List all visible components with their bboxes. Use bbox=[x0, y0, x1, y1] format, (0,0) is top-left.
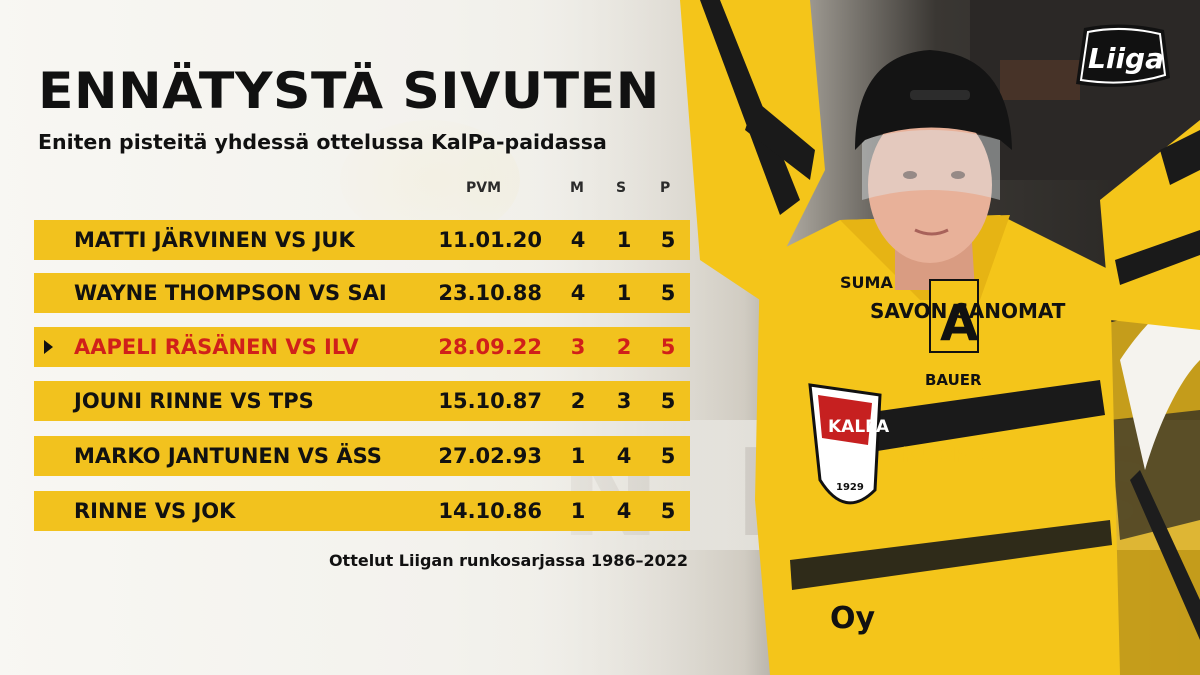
row-points: 5 bbox=[660, 335, 676, 359]
row-assists: 4 bbox=[616, 499, 632, 523]
row-player-matchup: RINNE VS JOK bbox=[74, 499, 236, 523]
row-player-matchup: MARKO JANTUNEN VS ÄSS bbox=[74, 444, 382, 468]
column-header-assists: S bbox=[616, 180, 627, 196]
row-player-matchup: AAPELI RÄSÄNEN VS ILV bbox=[74, 335, 359, 359]
row-date: 27.02.93 bbox=[438, 444, 542, 468]
row-date: 14.10.86 bbox=[438, 499, 542, 523]
page-title: ENNÄTYSTÄ SIVUTEN bbox=[38, 62, 660, 120]
kalpa-crest-text: KALPA bbox=[828, 417, 890, 437]
row-goals: 4 bbox=[570, 228, 586, 252]
row-date: 15.10.87 bbox=[438, 389, 542, 413]
row-assists: 3 bbox=[616, 389, 632, 413]
table-row: JOUNI RINNE VS TPS 15.10.87 2 3 5 bbox=[34, 381, 690, 421]
row-assists: 1 bbox=[616, 281, 632, 305]
table-row: MATTI JÄRVINEN VS JUK 11.01.20 4 1 5 bbox=[34, 220, 690, 260]
row-points: 5 bbox=[660, 389, 676, 413]
jersey-sponsor-text: SAVON SANOMAT bbox=[870, 299, 1066, 323]
row-points: 5 bbox=[660, 228, 676, 252]
row-points: 5 bbox=[660, 281, 676, 305]
liiga-logo: Liiga bbox=[1076, 24, 1170, 87]
row-player-matchup: MATTI JÄRVINEN VS JUK bbox=[74, 228, 355, 252]
row-assists: 1 bbox=[616, 228, 632, 252]
column-header-points: P bbox=[660, 180, 671, 196]
jersey-lower-sponsor: Oy bbox=[830, 601, 876, 636]
row-goals: 3 bbox=[570, 335, 586, 359]
row-goals: 2 bbox=[570, 389, 586, 413]
kalpa-crest-year: 1929 bbox=[836, 482, 864, 493]
table-row-highlighted: AAPELI RÄSÄNEN VS ILV 28.09.22 3 2 5 bbox=[34, 327, 690, 367]
player-photo: A SAVON SANOMAT SUMA BAUER KALPA 1929 KU… bbox=[680, 0, 1200, 675]
row-points: 5 bbox=[660, 444, 676, 468]
row-assists: 2 bbox=[616, 335, 632, 359]
jersey-suma-text: SUMA bbox=[840, 273, 893, 292]
row-goals: 1 bbox=[570, 444, 586, 468]
table-row: RINNE VS JOK 14.10.86 1 4 5 bbox=[34, 491, 690, 531]
captain-letter: A bbox=[940, 294, 979, 352]
footnote: Ottelut Liigan runkosarjassa 1986–2022 bbox=[328, 551, 688, 570]
jersey-bauer-text: BAUER bbox=[925, 371, 982, 389]
page-subtitle: Eniten pisteitä yhdessä ottelussa KalPa-… bbox=[38, 130, 607, 154]
column-header-goals: M bbox=[570, 180, 584, 196]
table-row: MARKO JANTUNEN VS ÄSS 27.02.93 1 4 5 bbox=[34, 436, 690, 476]
row-player-matchup: JOUNI RINNE VS TPS bbox=[74, 389, 314, 413]
jersey-kuopio-text: KUOPIO bbox=[902, 443, 994, 467]
table-row: WAYNE THOMPSON VS SAI 23.10.88 4 1 5 bbox=[34, 273, 690, 313]
play-arrow-icon bbox=[44, 340, 53, 354]
row-date: 28.09.22 bbox=[438, 335, 542, 359]
row-player-matchup: WAYNE THOMPSON VS SAI bbox=[74, 281, 387, 305]
row-goals: 4 bbox=[570, 281, 586, 305]
row-points: 5 bbox=[660, 499, 676, 523]
row-date: 23.10.88 bbox=[438, 281, 542, 305]
liiga-logo-text: Liiga bbox=[1088, 42, 1164, 75]
column-header-date: PVM bbox=[466, 180, 502, 196]
row-date: 11.01.20 bbox=[438, 228, 542, 252]
row-assists: 4 bbox=[616, 444, 632, 468]
row-goals: 1 bbox=[570, 499, 586, 523]
